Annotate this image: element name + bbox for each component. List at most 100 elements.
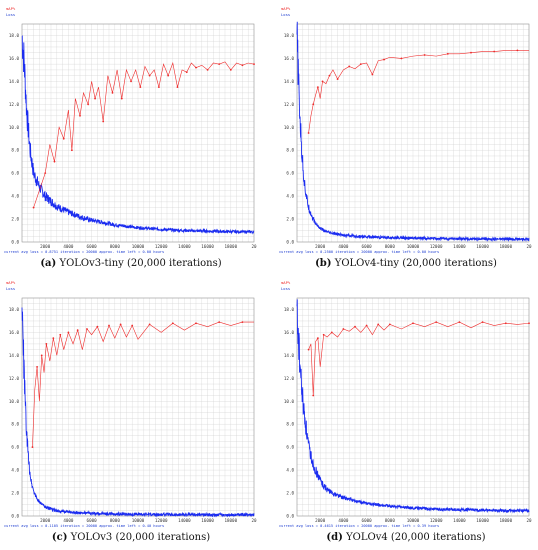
map-point (322, 333, 325, 336)
map-point (229, 68, 232, 71)
y-tick-label: 8.0 (286, 148, 294, 153)
legend-map: mAP% (281, 280, 291, 285)
map-point (119, 323, 122, 326)
map-point (321, 80, 324, 83)
y-tick-label: 2.0 (286, 491, 294, 496)
y-tick-label: 10.0 (9, 125, 20, 130)
legend-map: mAP% (281, 6, 291, 11)
map-line (308, 321, 530, 396)
map-point (383, 58, 385, 61)
y-tick-label: 2.0 (11, 217, 19, 222)
map-point (493, 50, 496, 53)
loss-line (21, 35, 255, 235)
map-point (253, 63, 255, 66)
x-tick-label: 14000 (453, 518, 466, 523)
legend-map: mAP% (6, 6, 16, 11)
map-point (307, 132, 310, 134)
plot-frame (21, 23, 255, 243)
map-point (354, 325, 356, 328)
map-point (435, 321, 438, 323)
grid (296, 297, 530, 517)
map-point (359, 63, 362, 66)
map-point (218, 63, 221, 66)
legend: mAP%Loss (281, 6, 291, 17)
y-tick-label: 16.0 (284, 56, 295, 61)
map-point (195, 322, 197, 325)
chart-svg: 0.0 2.0 4.0 6.0 8.0 10.0 12.0 14.0 16.0 18.0 2000 4… (281, 6, 532, 249)
y-tick-label: 0.0 (11, 240, 19, 245)
map-point (458, 321, 461, 323)
x-tick-label: 16000 (476, 244, 489, 249)
map-point (70, 149, 73, 152)
x-tick-label: 14000 (453, 244, 466, 249)
x-tick-label: 6000 (87, 244, 98, 249)
x-tick-label: 6000 (362, 244, 373, 249)
map-point (139, 86, 142, 89)
status-line: current avg loss = 0.1105 iteration = 20… (4, 524, 165, 528)
y-tick-label: 18.0 (9, 307, 20, 312)
legend-loss: Loss (281, 286, 290, 291)
x-tick-label: 6000 (87, 518, 98, 523)
map-point (307, 348, 310, 351)
legend-loss: Loss (6, 286, 15, 291)
x-tick-label: 8000 (385, 244, 396, 249)
map-line (308, 50, 529, 134)
map-point (157, 86, 160, 89)
y-tick-label: 6.0 (286, 171, 294, 176)
x-tick-label: 12000 (430, 518, 443, 523)
map-point (148, 323, 151, 326)
y-tick-label: 8.0 (286, 422, 294, 427)
x-tick-label: 10000 (407, 244, 420, 249)
caption-text: YOLOv3 (20,000 iterations) (70, 532, 211, 543)
y-tick-label: 14.0 (9, 79, 20, 84)
y-tick-label: 6.0 (11, 171, 19, 176)
map-point (388, 323, 391, 326)
x-tick-label: 10000 (132, 518, 145, 523)
y-tick-label: 14.0 (9, 353, 20, 358)
status-line: current avg loss = 0.4615 iteration = 20… (279, 524, 440, 528)
chart-svg: 0.0 2.0 4.0 6.0 8.0 10.0 12.0 14.0 16.0 18.0 2000 4… (6, 6, 257, 249)
status-line: current avg loss = 0.8751 iteration = 20… (4, 250, 165, 254)
y-tick-label: 12.0 (9, 376, 20, 381)
x-tick-label: 20 (251, 244, 257, 249)
legend: mAP%Loss (281, 280, 291, 291)
caption-text: YOLOv4-tiny (20,000 iterations) (334, 258, 497, 269)
y-tick-label: 12.0 (9, 102, 20, 107)
map-point (62, 137, 65, 140)
map-point (400, 57, 403, 60)
map-point (446, 52, 449, 55)
caption-letter: (c) (51, 532, 68, 543)
caption-letter: (b) (315, 258, 332, 269)
caption-text: YOLOv4 (20,000 iterations) (346, 532, 486, 543)
map-point (31, 446, 34, 449)
caption-letter: (d) (326, 532, 343, 543)
map-point (312, 103, 315, 106)
map-point (241, 321, 244, 323)
x-tick-label: 8000 (385, 518, 396, 523)
map-point (167, 74, 170, 77)
chart-caption: (d) YOLOv4 (20,000 iterations) (279, 532, 533, 543)
x-tick-label: 2000 (40, 244, 51, 249)
map-point (108, 324, 110, 327)
y-tick-label: 18.0 (284, 33, 295, 38)
grid (296, 23, 530, 243)
legend-loss: Loss (6, 12, 15, 17)
map-point (76, 329, 79, 332)
x-tick-label: 12000 (155, 518, 168, 523)
map-point (312, 394, 315, 397)
map-point (316, 337, 319, 340)
x-tick-label: 20 (251, 518, 257, 523)
y-tick-label: 16.0 (284, 330, 295, 335)
x-tick-label: 4000 (338, 518, 349, 523)
map-point (516, 49, 519, 52)
x-tick-label: 20 (526, 518, 532, 523)
y-tick-label: 4.0 (11, 468, 19, 473)
chart-panel-a: 0.0 2.0 4.0 6.0 8.0 10.0 12.0 14.0 16.0 18.0 2000 4… (4, 4, 258, 274)
legend-loss: Loss (281, 12, 290, 17)
y-tick-label: 0.0 (11, 514, 19, 519)
x-tick-label: 12000 (155, 244, 168, 249)
chart-panel-b: 0.0 2.0 4.0 6.0 8.0 10.0 12.0 14.0 16.0 18.0 2000 4… (279, 4, 533, 274)
chart-svg: 0.0 2.0 4.0 6.0 8.0 10.0 12.0 14.0 16.0 18.0 2000 4… (6, 280, 257, 523)
map-point (481, 321, 484, 323)
loss-line (296, 299, 530, 514)
